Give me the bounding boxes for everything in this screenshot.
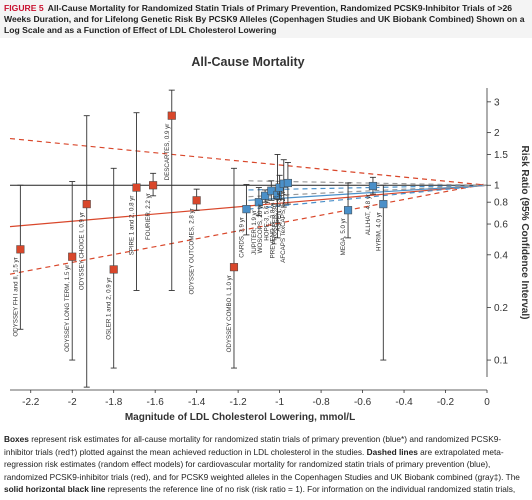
trial-label: FOURIER, 2.2 yr — [145, 193, 152, 240]
chart-title: All-Cause Mortality — [191, 55, 304, 69]
trial-label: HYRIM, 4.0 yr — [375, 212, 382, 251]
y-tick-label: 0.1 — [494, 356, 508, 367]
point-marker — [109, 265, 118, 274]
statin-trial-point: ASPEN, 4.3 yr — [276, 159, 288, 232]
x-tick-label: -1.6 — [147, 397, 165, 408]
regression-line-statin-dashed-4 — [248, 184, 488, 210]
statin-trial-point: HOPE-3, 5.6 yr — [263, 180, 276, 241]
trial-label: ODYSSEY LONG TERM, 1.5 yr — [64, 265, 71, 352]
statin-trial-point: PROSPER, 3.2 yr — [272, 174, 284, 245]
pcsk9-trial-point: ODYSSEY FH I and II, 1.5 yr — [12, 184, 25, 337]
x-tick-label: -2.2 — [22, 397, 40, 408]
pcsk9-trial-point: ODYSSEY CHOICE I, 0.9 yr — [79, 115, 91, 388]
y-tick-label: 1.5 — [494, 150, 508, 161]
trial-label: WOSCOPS, 20 yr — [257, 204, 264, 254]
trial-label: ODYSSEY OUTCOMES, 2.8 yr — [189, 208, 196, 294]
point-marker — [192, 196, 201, 205]
point-marker — [261, 191, 270, 200]
x-tick-label: -2 — [68, 397, 77, 408]
x-tick-label: -1.8 — [105, 397, 123, 408]
caption-part-3: represents the reference line of no risk… — [105, 484, 516, 494]
statin-trial-point: HYRIM, 4.0 yr — [375, 184, 388, 361]
point-marker — [283, 178, 292, 188]
x-tick-label: 0 — [484, 397, 490, 408]
caption-part-2: are extrapolated meta-regression risk es… — [4, 446, 520, 482]
trial-label: ODYSSEY CHOICE I, 0.9 yr — [79, 212, 86, 290]
y-tick-label: 0.8 — [494, 198, 508, 209]
figure-header: FIGURE 5 All-Cause Mortality for Randomiz… — [0, 0, 532, 38]
point-marker — [267, 186, 276, 195]
point-marker — [149, 181, 158, 190]
point-marker — [68, 252, 77, 261]
trial-label: ASPEN, 4.3 yr — [276, 192, 283, 232]
trial-label: SPIRE 1 and 2, 0.8 yr — [129, 196, 136, 256]
pcsk9-trial-point: SPIRE 1 and 2, 0.8 yr — [129, 112, 141, 291]
y-axis-label: Risk Ratio (95% Confidence Interval) — [519, 146, 530, 320]
pcsk9-trial-point: DESCARTES, 0.9 yr — [164, 89, 176, 291]
caption-part-1: represent risk estimates for all-cause m… — [4, 434, 502, 457]
point-marker — [229, 263, 239, 272]
point-marker — [379, 200, 388, 209]
pcsk9-trial-point: OSLER 1 and 2, 0.9 yr — [106, 167, 118, 369]
chart-area: All-Cause Mortality ODYSSEY FH I and II, … — [0, 40, 532, 430]
trial-label: HOPE-3, 5.6 yr — [263, 199, 270, 241]
point-marker — [368, 181, 377, 191]
caption-dashed: Dashed lines — [366, 446, 418, 457]
caption-boxes: Boxes — [4, 434, 29, 444]
y-tick-label: 0.6 — [494, 220, 508, 231]
trial-label: AFCAPS TexCAPS, 5.2 yr — [280, 191, 287, 263]
mortality-chart: All-Cause Mortality ODYSSEY FH I and II, … — [9, 55, 530, 423]
trial-label: PREVEND IT, 3.8 yr — [270, 203, 277, 258]
x-tick-label: -1 — [275, 397, 284, 408]
trial-label: OSLER 1 and 2, 0.9 yr — [106, 277, 113, 339]
statin-trial-point: WOSCOPS, 20 yr — [257, 189, 270, 254]
pcsk9-trial-point: ODYSSEY OUTCOMES, 2.8 yr — [189, 188, 201, 295]
trial-label: ALLHAT, 4.8 yr — [365, 194, 372, 235]
point-marker — [132, 183, 141, 192]
x-tick-label: -0.4 — [395, 397, 413, 408]
x-tick-label: -0.2 — [437, 397, 455, 408]
figure-title: All-Cause Mortality for Randomized Stati… — [4, 3, 525, 35]
trial-label: MEGA, 5.0 yr — [340, 218, 347, 255]
y-tick-label: 2 — [494, 128, 500, 139]
caption-solid: solid horizontal black line — [4, 484, 106, 494]
regression-line-pcsk9-dashed-2 — [9, 137, 488, 186]
y-tick-label: 0.4 — [494, 250, 508, 261]
trial-label: CARDS, 3.9 yr — [238, 217, 245, 258]
point-marker — [242, 205, 251, 214]
x-tick-label: -0.6 — [354, 397, 372, 408]
y-tick-label: 1 — [494, 181, 500, 192]
point-marker — [16, 245, 25, 254]
x-tick-label: -1.4 — [188, 397, 206, 408]
x-axis-label: Magnitude of LDL Cholesterol Lowering, m… — [125, 412, 355, 423]
trial-label: JUPITER, 1.9 yr — [251, 210, 258, 255]
figure-caption: Boxes represent risk estimates for all-c… — [4, 433, 528, 496]
trial-label: ODYSSEY COMBO I, 1.0 yr — [226, 275, 233, 352]
y-tick-label: 0.2 — [494, 303, 508, 314]
figure-label: FIGURE 5 — [4, 3, 44, 13]
statin-trial-point: CARDS, 3.9 yr — [238, 184, 251, 258]
trial-label: DESCARTES, 0.9 yr — [164, 124, 171, 181]
y-tick-label: 3 — [494, 97, 500, 108]
statin-trial-point: MEGA, 5.0 yr — [340, 182, 353, 255]
pcsk9-trial-point: ODYSSEY LONG TERM, 1.5 yr — [64, 181, 77, 361]
point-marker — [167, 111, 176, 120]
pcsk9-trial-point: ODYSSEY COMBO I, 1.0 yr — [226, 167, 239, 369]
trial-label: ODYSSEY FH I and II, 1.5 yr — [12, 257, 19, 336]
point-marker — [343, 206, 353, 215]
statin-trial-point: ALLHAT, 4.8 yr — [365, 176, 377, 235]
x-tick-label: -0.8 — [312, 397, 330, 408]
pcsk9-trial-point: FOURIER, 2.2 yr — [145, 172, 158, 240]
x-tick-label: -1.2 — [230, 397, 248, 408]
point-marker — [82, 200, 91, 209]
trial-label: PROSPER, 3.2 yr — [272, 196, 279, 245]
statin-trial-point: AFCAPS TexCAPS, 5.2 yr — [280, 162, 292, 263]
